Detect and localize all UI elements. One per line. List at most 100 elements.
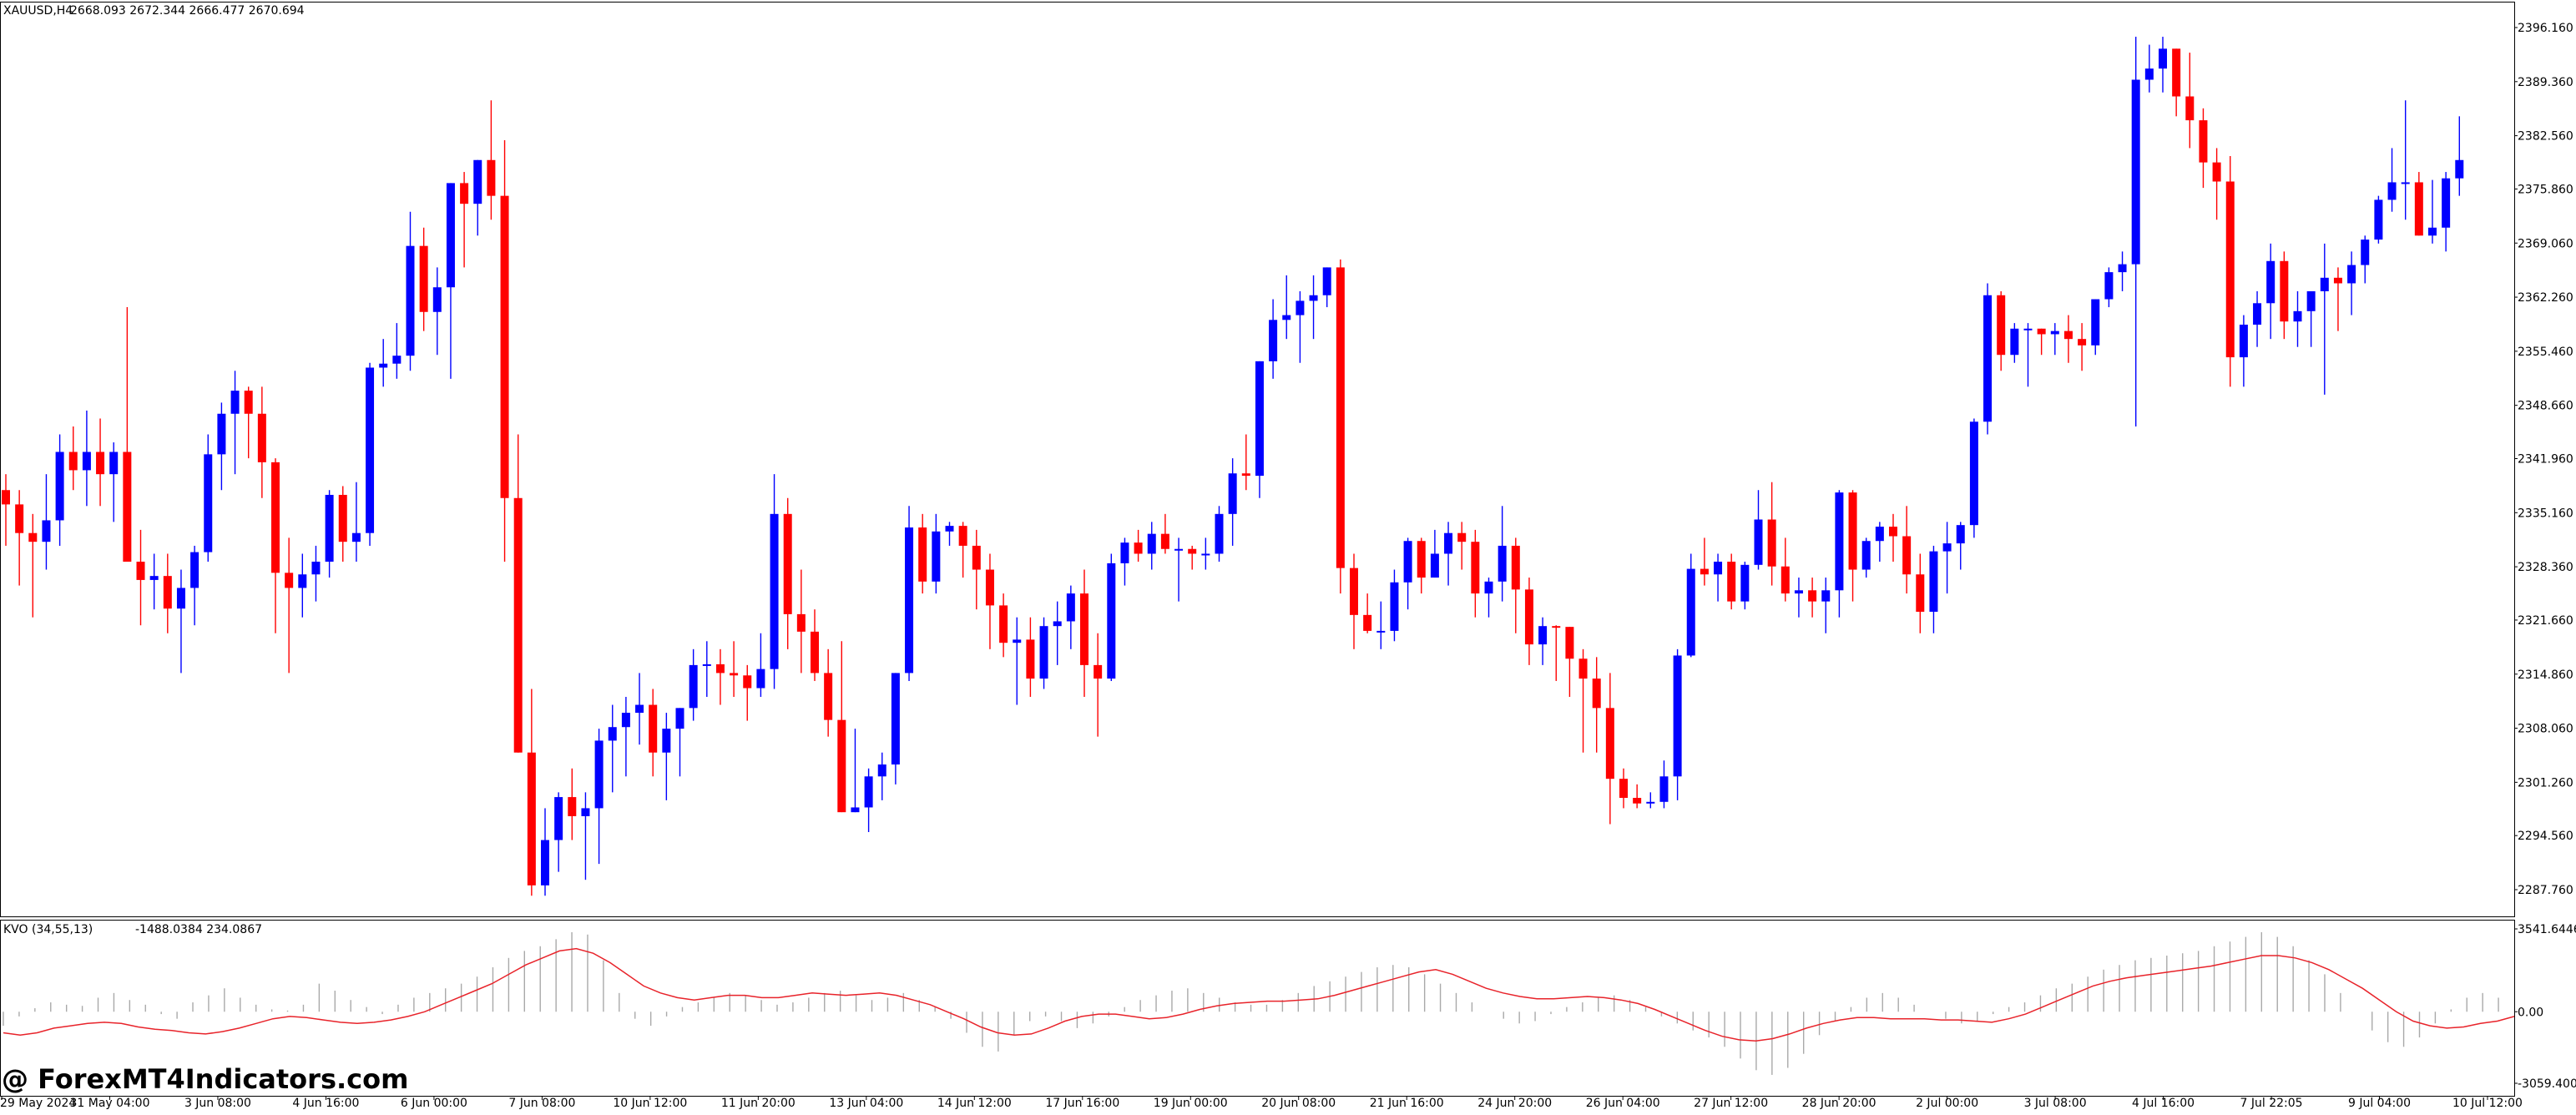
candle-body	[2374, 199, 2383, 240]
candle	[1848, 490, 1857, 602]
candle	[1727, 553, 1736, 610]
candle	[500, 139, 509, 563]
candle	[554, 792, 563, 872]
candle	[1619, 768, 1628, 809]
candle-body	[2, 490, 10, 505]
candle-body	[1080, 593, 1088, 665]
candle-body	[581, 808, 590, 816]
candle-body	[594, 740, 604, 809]
candle-body	[811, 631, 819, 674]
candle-body	[756, 668, 765, 689]
candle	[68, 426, 78, 491]
candle-body	[96, 452, 105, 475]
candle	[2212, 148, 2221, 220]
time-tick-label: 4 Jun 16:00	[292, 1097, 359, 1110]
candle	[2091, 299, 2100, 356]
candle-body	[958, 526, 967, 546]
candle-body	[1066, 593, 1075, 622]
candle	[1875, 522, 1884, 563]
candle	[351, 482, 361, 563]
candle-body	[366, 367, 375, 533]
candle	[1107, 553, 1116, 681]
price-tick-label: 2369.060	[2518, 237, 2573, 250]
candle	[1686, 553, 1695, 658]
candle-body	[932, 531, 941, 582]
candle	[2078, 323, 2087, 371]
time-tick-label: 4 Jul 16:00	[2132, 1097, 2195, 1110]
candle-body	[568, 797, 577, 816]
candle-body	[1350, 568, 1358, 615]
candle-body	[2333, 277, 2342, 284]
time-tick-label: 31 May 04:00	[69, 1097, 149, 1110]
candle-body	[68, 452, 78, 471]
candle-body	[42, 520, 51, 542]
candle	[2266, 243, 2275, 340]
candle-body	[1578, 658, 1588, 679]
candle-body	[1228, 473, 1237, 514]
candle	[877, 752, 886, 800]
candle-body	[2172, 48, 2181, 97]
price-tick-label: 2375.860	[2518, 183, 2573, 196]
candle-body	[149, 576, 159, 580]
candle	[1350, 553, 1358, 649]
candle-body	[15, 504, 24, 533]
candle-body	[1673, 655, 1682, 777]
candle-body	[837, 719, 846, 813]
candle	[1633, 784, 1642, 809]
candle	[2199, 108, 2208, 189]
kvo-tick-label: 0.00	[2518, 1006, 2543, 1019]
candle-body	[257, 413, 266, 462]
candle-body	[689, 664, 698, 709]
candle	[123, 307, 132, 563]
candle-body	[2091, 299, 2100, 346]
candle-body	[338, 494, 347, 542]
candle	[770, 474, 779, 689]
candle	[1296, 290, 1305, 363]
candle	[325, 490, 334, 578]
price-tick-label: 2382.560	[2518, 130, 2573, 144]
kvo-indicator-layer	[3, 931, 2515, 1075]
candle	[392, 323, 402, 379]
candle-body	[1646, 801, 1655, 804]
candle	[1241, 434, 1250, 491]
candle-body	[1861, 541, 1871, 570]
candle-body	[1714, 562, 1723, 575]
candle-body	[1740, 564, 1750, 602]
candle	[2361, 235, 2370, 284]
candle-body	[1403, 541, 1412, 583]
candle	[419, 227, 428, 331]
candle	[1269, 299, 1278, 379]
candle-body	[28, 532, 38, 542]
time-tick-label: 29 May 2024	[0, 1097, 76, 1110]
candle-body	[1956, 525, 1965, 544]
candle	[1430, 529, 1439, 578]
candle-body	[2185, 96, 2195, 121]
time-tick-label: 21 Jun 16:00	[1370, 1097, 1444, 1110]
candle	[594, 729, 604, 865]
candle-body	[2442, 178, 2451, 228]
candle	[217, 402, 226, 491]
candle-body	[783, 513, 792, 614]
candle	[271, 458, 280, 633]
candle-body	[2401, 182, 2410, 184]
candle-body	[730, 673, 739, 676]
candle-body	[432, 287, 442, 312]
candle-body	[2010, 328, 2019, 356]
candle-body	[2199, 120, 2208, 163]
candle-body	[2037, 328, 2046, 335]
candle	[568, 768, 577, 840]
candle-body	[527, 752, 536, 885]
candle	[1174, 537, 1184, 602]
candle-body	[1013, 639, 1022, 643]
candle-body	[176, 588, 185, 609]
candle	[2172, 48, 2181, 117]
candle	[1983, 283, 1993, 435]
candle-body	[513, 497, 523, 753]
kvo-values: -1488.0384 234.0867	[135, 923, 262, 936]
ohlc-readout: 2668.093 2672.344 2666.477 2670.694	[70, 4, 305, 18]
candle-body	[217, 413, 226, 455]
candle-body	[2361, 240, 2370, 265]
kvo-signal-line	[3, 947, 2515, 1042]
candle	[1188, 545, 1197, 570]
